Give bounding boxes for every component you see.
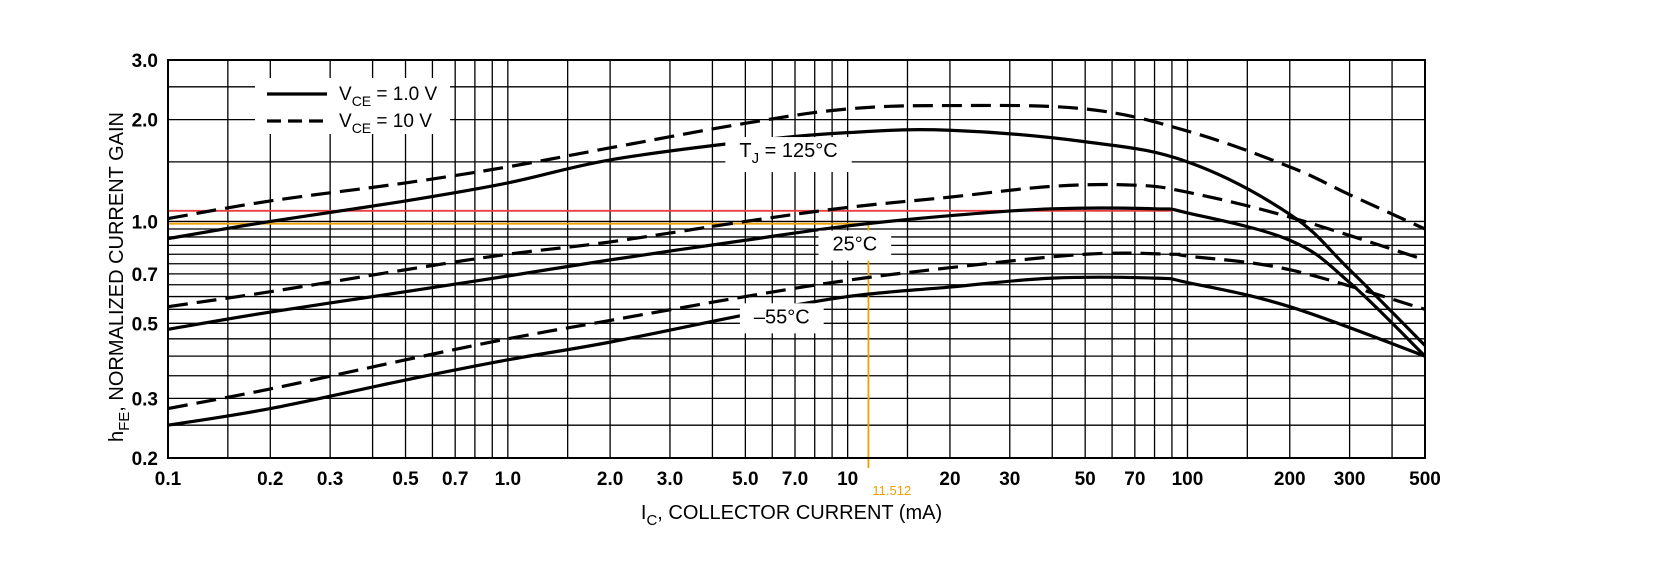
x-tick-label: 200 bbox=[1274, 469, 1306, 490]
cursor-value-label: 11.512 bbox=[872, 483, 911, 498]
y-axis-title: hFE, NORMALIZED CURRENT GAIN bbox=[106, 112, 133, 442]
plot-frame bbox=[167, 59, 1426, 459]
x-tick-label: 70 bbox=[1124, 469, 1145, 490]
curve-annotation: 25°C bbox=[833, 234, 878, 256]
x-tick-label: 1.0 bbox=[495, 469, 521, 490]
x-tick-label: 7.0 bbox=[782, 469, 808, 490]
y-tick-label: 0.3 bbox=[132, 389, 158, 410]
series-line-dashed-tj-125 bbox=[167, 103, 1426, 231]
y-tick-label: 0.5 bbox=[132, 314, 159, 335]
x-tick-label: 2.0 bbox=[597, 469, 623, 490]
legend-label: VCE = 1.0 V bbox=[339, 84, 437, 109]
y-tick-label: 2.0 bbox=[132, 111, 158, 132]
y-tick-labels: 0.2 0.3 0.5 0.7 1.0 2.0 3.0 bbox=[132, 51, 159, 470]
series-line-solid-tj-minus55 bbox=[167, 275, 1426, 427]
x-tick-label: 100 bbox=[1172, 469, 1204, 490]
annotation-background bbox=[739, 303, 824, 334]
x-axis-title: IC, COLLECTOR CURRENT (mA) bbox=[641, 502, 942, 529]
y-tick-label: 1.0 bbox=[132, 212, 158, 233]
y-tick-label: 0.2 bbox=[132, 449, 158, 470]
annotation-background bbox=[725, 137, 852, 173]
x-tick-label: 0.1 bbox=[155, 469, 182, 490]
annotation-background bbox=[818, 230, 892, 261]
x-tick-label: 0.7 bbox=[442, 469, 468, 490]
legend-label: VCE = 10 V bbox=[339, 111, 432, 136]
x-tick-labels: 0.1 0.2 0.3 0.5 0.7 1.0 2.0 3.0 5.0 7.0 10 20 30 50 70… bbox=[155, 469, 1441, 490]
x-tick-label: 0.2 bbox=[257, 469, 283, 490]
curve-annotation: TJ = 125°C bbox=[739, 140, 837, 167]
y-tick-label: 0.7 bbox=[132, 265, 158, 286]
series-line-solid-tj-125 bbox=[167, 128, 1427, 347]
series-line-solid-tj-25 bbox=[167, 206, 1427, 358]
series-line-dashed-tj-minus55 bbox=[167, 251, 1426, 411]
x-tick-label: 10 bbox=[837, 469, 858, 490]
x-tick-label: 0.5 bbox=[392, 469, 419, 490]
series-line-dashed-tj-25 bbox=[167, 182, 1426, 309]
x-tick-label: 3.0 bbox=[657, 469, 683, 490]
x-tick-label: 30 bbox=[999, 469, 1020, 490]
x-tick-label: 20 bbox=[939, 469, 960, 490]
legend-box bbox=[255, 78, 450, 134]
x-tick-label: 0.3 bbox=[317, 469, 343, 490]
chart-series bbox=[167, 103, 1427, 427]
x-tick-label: 50 bbox=[1075, 469, 1096, 490]
x-tick-label: 5.0 bbox=[732, 469, 758, 490]
y-tick-label: 3.0 bbox=[132, 51, 158, 72]
x-tick-label: 500 bbox=[1409, 469, 1441, 490]
x-tick-label: 300 bbox=[1334, 469, 1366, 490]
curve-annotations: TJ = 125°C 25°C –55°C bbox=[725, 137, 892, 334]
curve-annotation: –55°C bbox=[754, 306, 810, 328]
